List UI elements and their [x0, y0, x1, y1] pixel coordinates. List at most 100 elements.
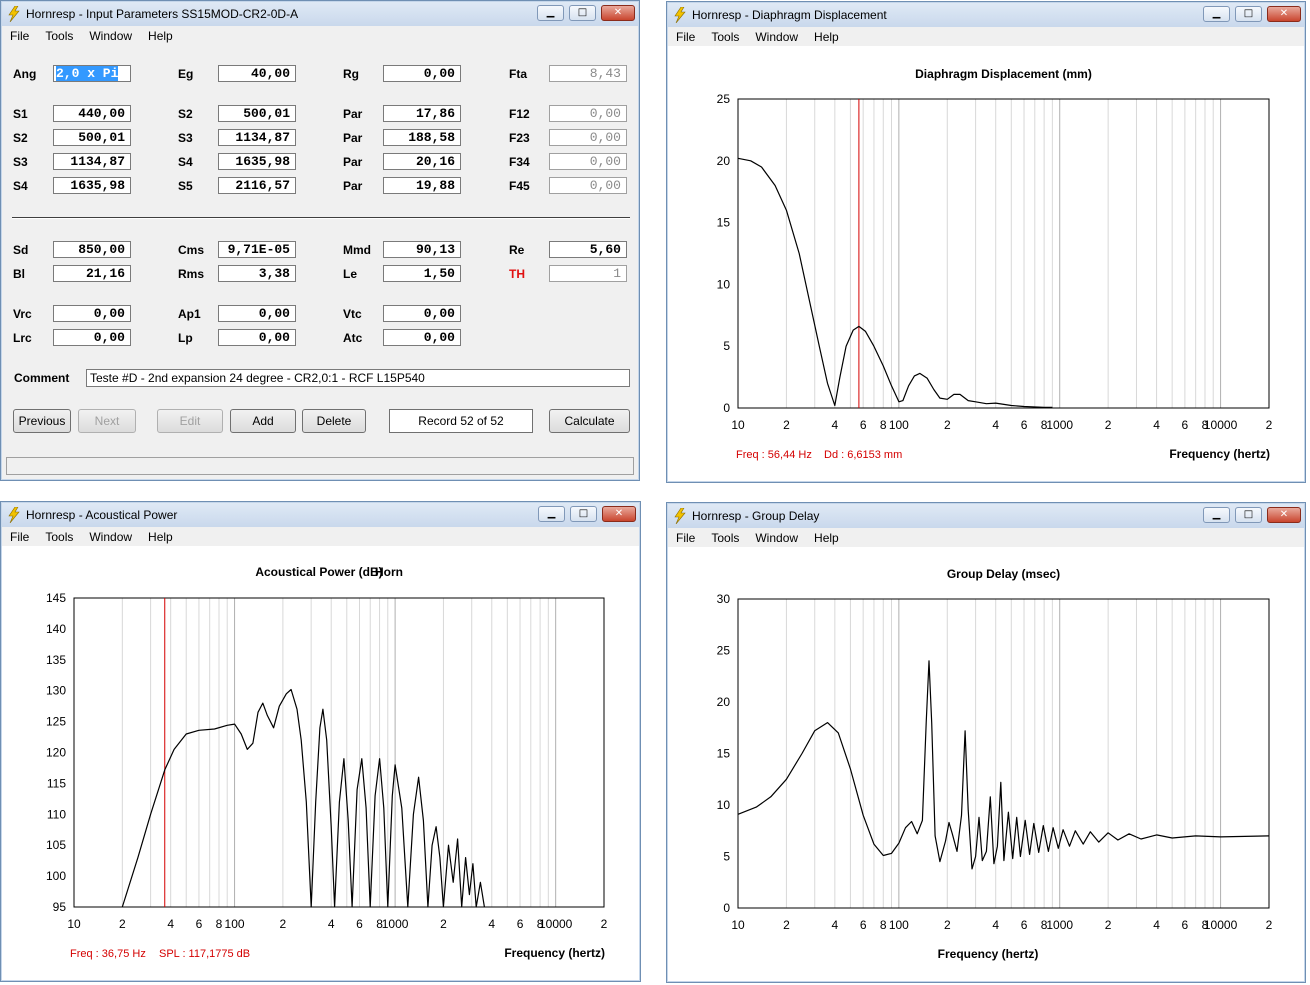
edit-button[interactable]: Edit [157, 409, 223, 433]
param-field-sd[interactable]: 850,00 [53, 241, 131, 258]
close-button[interactable]: ✕ [601, 5, 635, 21]
maximize-button[interactable]: □ [569, 5, 596, 21]
minimize-button[interactable]: ▁ [538, 506, 565, 522]
param-field-mmd[interactable]: 90,13 [383, 241, 461, 258]
param-field-rg[interactable]: 0,00 [383, 65, 461, 82]
graph-area[interactable]: Group Delay (msec) 0 5 10 15 20 25 30 10 2 4 6 8 100 2… [668, 547, 1304, 981]
param-field-eg[interactable]: 40,00 [218, 65, 296, 82]
y-tick-label: 120 [46, 746, 66, 760]
param-field-par[interactable]: 188,58 [383, 129, 461, 146]
param-field-par[interactable]: 17,86 [383, 105, 461, 122]
param-label-f45: F45 [509, 179, 530, 193]
x-tick-label: 6 [356, 917, 363, 931]
param-label-vrc: Vrc [13, 307, 32, 321]
x-tick-label: 6 [1182, 418, 1189, 432]
param-field-f23[interactable]: 0,00 [549, 129, 627, 146]
param-field-lp[interactable]: 0,00 [218, 329, 296, 346]
x-tick-label: 6 [860, 418, 867, 432]
param-field-bl[interactable]: 21,16 [53, 265, 131, 282]
title-bar[interactable]: Hornresp - Input Parameters SS15MOD-CR2-… [2, 2, 638, 26]
param-field-ang[interactable]: 2,0 x Pi [53, 65, 131, 82]
menu-bar: File Tools Window Help [2, 528, 639, 546]
param-field-th[interactable]: 1 [549, 265, 627, 282]
menu-file[interactable]: File [10, 530, 30, 544]
param-field-s5[interactable]: 2116,57 [218, 177, 296, 194]
param-field-fta[interactable]: 8,43 [549, 65, 627, 82]
menu-window[interactable]: Window [89, 29, 133, 43]
param-field-lrc[interactable]: 0,00 [53, 329, 131, 346]
x-tick-label: 4 [167, 917, 174, 931]
param-field-s1[interactable]: 440,00 [53, 105, 131, 122]
param-field-s2[interactable]: 500,01 [218, 105, 296, 122]
status-bar [6, 457, 634, 475]
param-field-par[interactable]: 20,16 [383, 153, 461, 170]
calculate-button[interactable]: Calculate [549, 409, 630, 433]
minimize-button[interactable]: ▁ [537, 5, 564, 21]
maximize-button[interactable]: □ [570, 506, 597, 522]
menu-help[interactable]: Help [148, 29, 173, 43]
menu-file[interactable]: File [676, 531, 696, 545]
add-button[interactable]: Add [230, 409, 296, 433]
previous-button[interactable]: Previous [13, 409, 71, 433]
param-field-vrc[interactable]: 0,00 [53, 305, 131, 322]
param-field-vtc[interactable]: 0,00 [383, 305, 461, 322]
displacement-chart[interactable]: Diaphragm Displacement (mm) 0 5 10 15 20 25 10 2… [668, 46, 1304, 481]
minimize-button[interactable]: ▁ [1203, 6, 1230, 22]
graph-area[interactable]: Acoustical Power (dB) Horn 95 100 105 110 115 1… [2, 546, 639, 980]
param-field-re[interactable]: 5,60 [549, 241, 627, 258]
menu-file[interactable]: File [10, 29, 30, 43]
menu-tools[interactable]: Tools [711, 531, 740, 545]
menu-window[interactable]: Window [755, 30, 799, 44]
param-field-s2[interactable]: 500,01 [53, 129, 131, 146]
menu-help[interactable]: Help [814, 531, 839, 545]
param-field-s3[interactable]: 1134,87 [53, 153, 131, 170]
x-tick-label: 2 [783, 918, 790, 932]
menu-window[interactable]: Window [89, 530, 133, 544]
param-field-rms[interactable]: 3,38 [218, 265, 296, 282]
comment-field[interactable]: Teste #D - 2nd expansion 24 degree - CR2… [86, 369, 630, 387]
param-field-le[interactable]: 1,50 [383, 265, 461, 282]
maximize-button[interactable]: □ [1235, 507, 1262, 523]
param-field-par[interactable]: 19,88 [383, 177, 461, 194]
x-tick-label: 2 [1266, 418, 1273, 432]
param-field-f12[interactable]: 0,00 [549, 105, 627, 122]
acoustical-power-chart[interactable]: Acoustical Power (dB)Horn 95 100 105 110 115 1… [2, 546, 639, 980]
menu-help[interactable]: Help [148, 530, 173, 544]
menu-tools[interactable]: Tools [711, 30, 740, 44]
menu-help[interactable]: Help [814, 30, 839, 44]
param-field-s3[interactable]: 1134,87 [218, 129, 296, 146]
param-field-f34[interactable]: 0,00 [549, 153, 627, 170]
minimize-button[interactable]: ▁ [1203, 507, 1230, 523]
title-bar[interactable]: Hornresp - Diaphragm Displacement ▁ □ ✕ [668, 3, 1304, 27]
y-tick-label: 5 [723, 850, 730, 864]
menu-tools[interactable]: Tools [45, 29, 74, 43]
x-tick-label: 6 [517, 917, 524, 931]
menu-file[interactable]: File [676, 30, 696, 44]
param-field-ap1[interactable]: 0,00 [218, 305, 296, 322]
group-delay-window: Hornresp - Group Delay ▁ □ ✕ File Tools … [666, 502, 1306, 983]
menu-tools[interactable]: Tools [45, 530, 74, 544]
hornresp-app-icon [674, 508, 686, 524]
graph-area[interactable]: Diaphragm Displacement (mm) 0 5 10 15 20 25 10 2… [668, 46, 1304, 481]
param-field-f45[interactable]: 0,00 [549, 177, 627, 194]
param-field-s4[interactable]: 1635,98 [218, 153, 296, 170]
title-bar[interactable]: Hornresp - Group Delay ▁ □ ✕ [668, 504, 1304, 528]
param-label-rms: Rms [178, 267, 205, 281]
x-tick-label: 4 [328, 917, 335, 931]
x-tick-label: 100 [889, 418, 909, 432]
title-bar[interactable]: Hornresp - Acoustical Power ▁ □ ✕ [2, 503, 639, 527]
param-label-s5: S5 [178, 179, 193, 193]
delete-button[interactable]: Delete [302, 409, 366, 433]
close-button[interactable]: ✕ [1267, 6, 1301, 22]
menu-window[interactable]: Window [755, 531, 799, 545]
close-button[interactable]: ✕ [602, 506, 636, 522]
maximize-button[interactable]: □ [1235, 6, 1262, 22]
param-field-s4[interactable]: 1635,98 [53, 177, 131, 194]
close-button[interactable]: ✕ [1267, 507, 1301, 523]
param-field-cms[interactable]: 9,71E-05 [218, 241, 296, 258]
x-tick-label: 4 [1153, 418, 1160, 432]
next-button[interactable]: Next [78, 409, 136, 433]
x-tick-label: 10000 [539, 917, 573, 931]
param-field-atc[interactable]: 0,00 [383, 329, 461, 346]
